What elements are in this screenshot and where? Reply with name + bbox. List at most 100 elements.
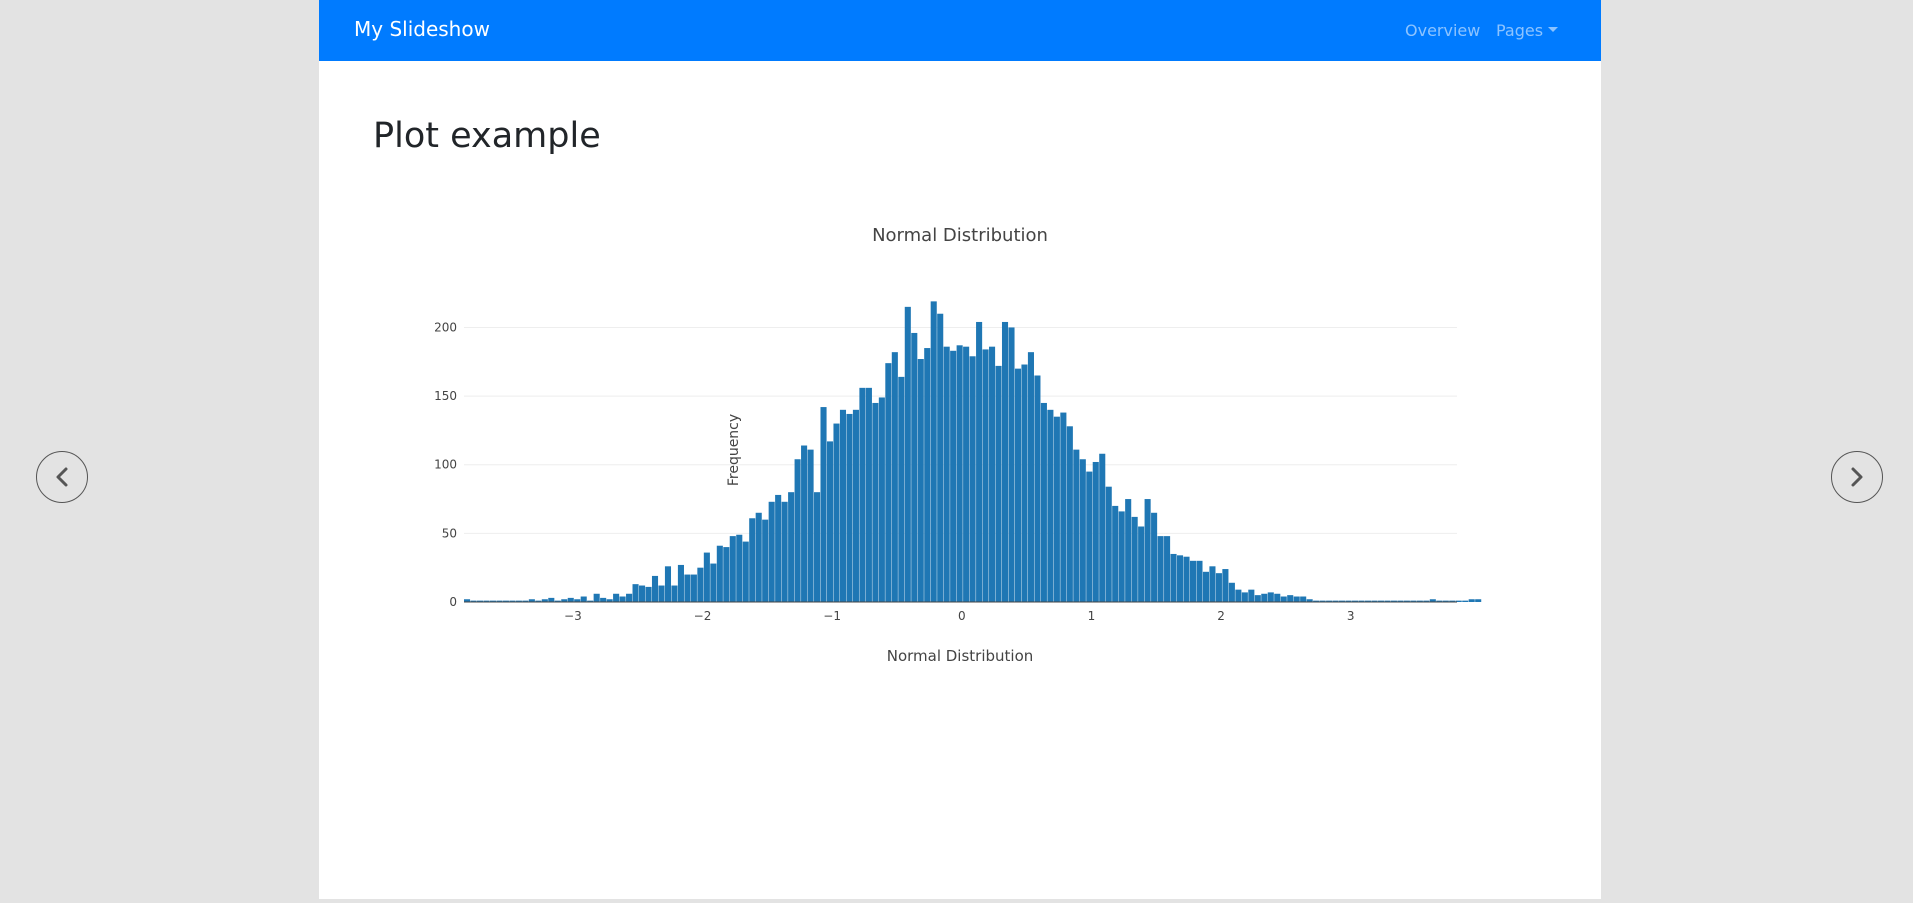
histogram-bar (930, 301, 937, 602)
chart-y-ticks: 0 50 100 150 200 (434, 320, 457, 609)
histogram-bar (1442, 600, 1449, 602)
histogram-bar (768, 501, 775, 602)
page-title: Plot example (373, 116, 601, 156)
histogram-bar (1267, 592, 1274, 602)
histogram-bar (1423, 600, 1430, 602)
histogram-bar (1377, 600, 1384, 602)
histogram-bar (775, 494, 782, 602)
histogram-bar (1047, 409, 1054, 602)
histogram-bar (600, 597, 607, 602)
histogram-bar (1274, 593, 1281, 602)
histogram-bar (1371, 600, 1378, 602)
histogram-bar (1060, 412, 1067, 602)
y-tick-label: 150 (434, 389, 457, 403)
histogram-bar (839, 409, 847, 602)
histogram-bar (716, 545, 723, 602)
next-slide-button[interactable] (1831, 451, 1883, 503)
histogram-bar (956, 345, 963, 602)
histogram-bar (1287, 595, 1294, 602)
caret-down-icon (1548, 27, 1559, 32)
histogram-bar (1112, 505, 1119, 602)
histogram-bar (1397, 600, 1404, 602)
histogram-bar (872, 402, 879, 602)
histogram-bar (1014, 368, 1022, 602)
histogram-bar (1235, 589, 1242, 602)
histogram-bar (904, 306, 911, 602)
histogram-bar (1319, 600, 1326, 602)
histogram-bar (528, 599, 535, 602)
chart-x-axis-label: Normal Distribution (887, 647, 1034, 665)
x-tick-label: −1 (823, 609, 841, 623)
histogram-bar (645, 586, 652, 602)
nav-dropdown-pages-label: Pages (1496, 21, 1544, 40)
histogram-bar (651, 575, 659, 602)
histogram-bar (1462, 600, 1469, 602)
histogram-bar (587, 600, 594, 602)
histogram-bar (671, 585, 678, 602)
histogram-bar (664, 566, 672, 602)
histogram-bar (1384, 600, 1391, 602)
histogram-bar (865, 387, 872, 602)
nav-link-overview[interactable]: Overview (1405, 21, 1481, 40)
histogram-bar (483, 600, 490, 602)
histogram-bar (1228, 582, 1235, 602)
histogram-bar (684, 574, 691, 602)
histogram-bar (1021, 364, 1028, 602)
histogram-bar (911, 332, 918, 602)
navbar-brand[interactable]: My Slideshow (354, 17, 490, 41)
histogram-bar (788, 492, 795, 602)
histogram-bar (522, 600, 529, 602)
histogram-bar (1001, 321, 1009, 602)
histogram-bar (535, 600, 542, 602)
histogram-chart: 0 50 100 150 200 −3 −2 −1 0 1 2 3 Normal Distribut… (434, 225, 1482, 665)
histogram-bar (1066, 426, 1073, 602)
histogram-bar (917, 359, 924, 602)
histogram-bar (755, 512, 762, 602)
histogram-bar (885, 363, 892, 602)
histogram-bar (1364, 600, 1372, 602)
y-tick-label: 50 (442, 526, 457, 540)
histogram-bar (541, 599, 548, 602)
histogram-bar (1345, 600, 1352, 602)
histogram-bar (574, 599, 581, 602)
histogram-bar (690, 574, 697, 602)
histogram-bar (891, 352, 898, 602)
histogram-bar (1144, 499, 1151, 602)
histogram-bar (1280, 596, 1287, 602)
histogram-bar (1131, 516, 1138, 602)
histogram-bar (1326, 600, 1333, 602)
histogram-bar (878, 397, 885, 602)
chevron-right-icon (1851, 467, 1863, 487)
histogram-bar (1300, 596, 1307, 602)
histogram-bar (1151, 512, 1158, 602)
histogram-bar (548, 597, 555, 602)
x-tick-label: −3 (564, 609, 582, 623)
x-tick-label: 2 (1217, 609, 1225, 623)
nav-dropdown-pages[interactable]: Pages (1496, 21, 1559, 40)
histogram-bar (554, 600, 561, 602)
histogram-bar (1099, 453, 1106, 602)
histogram-bar (1352, 600, 1359, 602)
y-tick-label: 0 (449, 595, 457, 609)
histogram-bar (995, 365, 1002, 602)
histogram-bar (502, 600, 509, 602)
histogram-bar (1079, 459, 1086, 602)
histogram-bar (1176, 555, 1184, 602)
histogram-bar (1332, 600, 1339, 602)
histogram-bar (1455, 600, 1462, 602)
histogram-bar (710, 563, 717, 602)
histogram-bar (1118, 511, 1125, 602)
histogram-bar (976, 321, 983, 602)
histogram-bar (1410, 600, 1417, 602)
previous-slide-button[interactable] (36, 451, 88, 503)
histogram-bar (606, 599, 613, 602)
histogram-bar (1105, 486, 1112, 602)
x-tick-label: 0 (958, 609, 966, 623)
histogram-bar (742, 541, 749, 602)
histogram-bar (593, 593, 600, 602)
histogram-bar (943, 346, 950, 602)
histogram-bar (697, 567, 704, 602)
histogram-bar (801, 445, 808, 602)
histogram-bar (1339, 600, 1346, 602)
histogram-bar (1390, 600, 1397, 602)
